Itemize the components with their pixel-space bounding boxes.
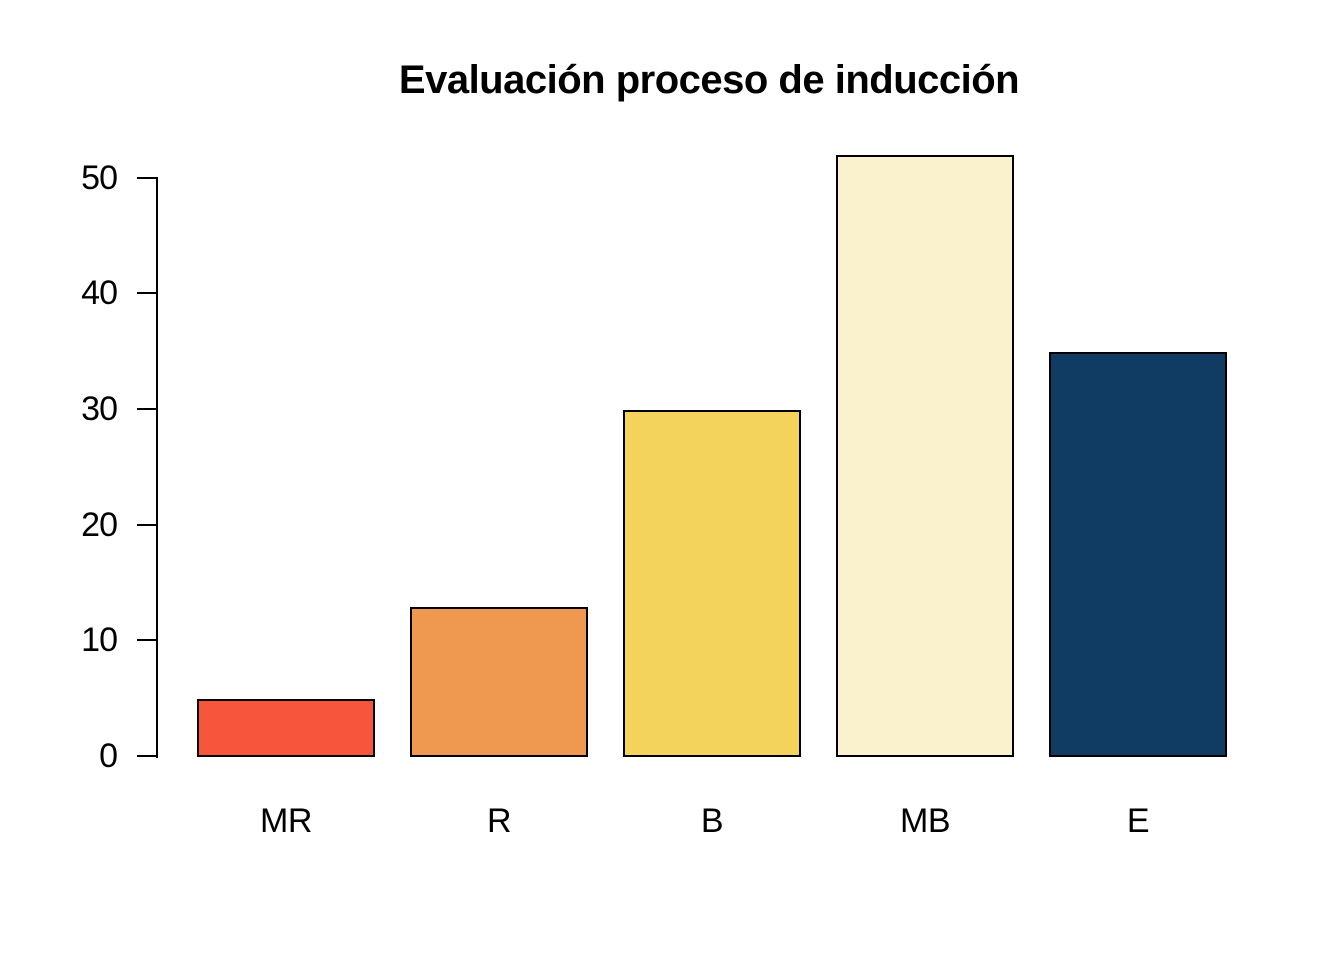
y-tick-label: 10: [81, 621, 118, 659]
x-category-label: B: [700, 802, 724, 840]
bar-B: [623, 410, 801, 757]
y-tick-mark: [137, 292, 157, 294]
x-category-label: R: [486, 802, 512, 840]
bar-E: [1049, 352, 1227, 757]
y-tick-mark: [137, 408, 157, 410]
y-tick-mark: [137, 177, 157, 179]
y-tick-label: 50: [81, 159, 118, 197]
x-category-label: E: [1126, 802, 1150, 840]
y-tick-mark: [137, 755, 157, 757]
x-category-label: MB: [900, 802, 951, 840]
y-tick-label: 20: [81, 506, 118, 544]
chart-title: Evaluación proceso de inducción: [398, 58, 1020, 102]
bar-MB: [836, 155, 1014, 757]
y-tick-mark: [137, 524, 157, 526]
y-tick-label: 40: [81, 274, 118, 312]
y-tick-label: 30: [81, 390, 118, 428]
x-category-label: MR: [260, 802, 312, 840]
y-axis-line: [156, 177, 158, 758]
bar-MR: [197, 699, 375, 757]
y-tick-label: 0: [99, 737, 118, 775]
bar-R: [410, 607, 588, 757]
y-tick-mark: [137, 639, 157, 641]
